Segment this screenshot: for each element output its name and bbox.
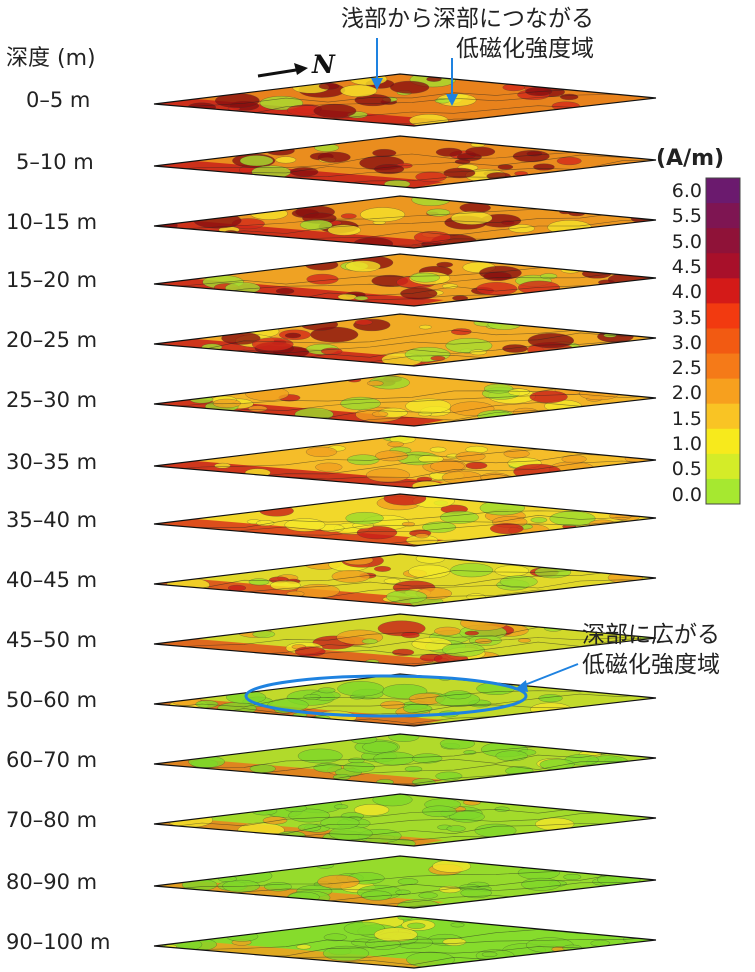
depth-label: 45–50 m: [6, 628, 98, 652]
colorbar-swatch: [706, 403, 740, 430]
depth-layer: [153, 253, 657, 307]
colorbar-swatch: [706, 353, 740, 380]
colorbar-tick-label: 6.0: [671, 180, 702, 202]
depth-label: 35–40 m: [6, 508, 98, 532]
colorbar-swatch: [706, 453, 740, 480]
colorbar-swatch: [706, 428, 740, 455]
layer-outline: [153, 493, 657, 547]
layer-outline: [153, 613, 657, 667]
annotation-top: 浅部から深部につながる 低磁化強度域: [318, 4, 594, 64]
layer-outline: [153, 135, 657, 189]
depth-layer: [153, 493, 657, 547]
depth-layer: [153, 733, 657, 787]
colorbar-swatch: [706, 278, 740, 304]
depth-layer: [153, 435, 657, 489]
depth-layers: [153, 73, 657, 969]
colorbar-frame: [705, 177, 741, 505]
annotation-mid-line2: 低磁化強度域: [582, 652, 720, 678]
layer-outline: [153, 673, 657, 727]
layer-outline: [153, 73, 657, 127]
depth-layer: [153, 613, 657, 667]
layer-outline: [153, 915, 657, 969]
north-arrow-head: [294, 63, 308, 75]
layer-outline: [153, 195, 657, 249]
colorbar-swatch: [706, 178, 740, 204]
depth-label: 25–30 m: [6, 388, 98, 412]
depth-label: 90–100 m: [6, 930, 111, 954]
annotation-arrow-3: [521, 663, 579, 687]
north-label: N: [312, 50, 335, 79]
depth-label: 80–90 m: [6, 870, 98, 894]
colorbar-tick-label: 4.5: [671, 255, 702, 278]
colorbar-unit: (A/m): [656, 146, 725, 171]
colorbar-tick-label: 0.5: [671, 458, 702, 481]
annotation-top-line2: 低磁化強度域: [456, 36, 594, 62]
depth-layer: [153, 73, 657, 127]
colorbar-swatch: [706, 203, 740, 229]
colorbar-swatch: [706, 303, 740, 329]
colorbar-tick-label: 0.0: [671, 483, 702, 506]
depth-layer: [153, 855, 657, 909]
layer-outline: [153, 313, 657, 367]
layer-outline: [153, 373, 657, 427]
annotation-mid: 深部に広がる 低磁化強度域: [582, 620, 720, 680]
layer-outline: [153, 855, 657, 909]
depth-label: 70–80 m: [6, 808, 98, 832]
depth-label: 60–70 m: [6, 748, 98, 772]
colorbar-tick-label: 5.5: [671, 205, 702, 228]
depth-label: 30–35 m: [6, 450, 98, 474]
layer-outline: [153, 435, 657, 489]
depth-axis-label: 深度 (m): [6, 46, 96, 71]
colorbar-swatch: [706, 328, 740, 355]
annotation-mid-line1: 深部に広がる: [582, 622, 720, 648]
depth-layer: [153, 673, 657, 727]
highlight-ellipse: [244, 674, 528, 718]
colorbar: [705, 177, 741, 505]
colorbar-tick-label: 2.0: [671, 382, 702, 405]
layer-outline: [153, 793, 657, 847]
depth-layer: [153, 195, 657, 249]
annotation-arrows: [244, 38, 579, 718]
colorbar-swatch: [706, 228, 740, 254]
depth-label: 50–60 m: [6, 688, 98, 712]
depth-layer: [153, 915, 657, 969]
depth-layer: [153, 313, 657, 367]
annotation-arrowhead-1: [371, 78, 383, 90]
colorbar-tick-label: 2.5: [671, 357, 702, 380]
colorbar-swatch: [706, 253, 740, 279]
annotation-top-line1: 浅部から深部につながる: [341, 6, 594, 32]
layer-outline: [153, 733, 657, 787]
colorbar-swatch: [706, 378, 740, 405]
depth-layer: [153, 553, 657, 607]
annotation-arrowhead-2: [446, 94, 458, 106]
depth-label: 10–15 m: [6, 210, 98, 234]
depth-label: 20–25 m: [6, 328, 98, 352]
colorbar-tick-label: 3.5: [671, 306, 702, 329]
depth-label: 0–5 m: [26, 88, 91, 112]
depth-layer: [153, 793, 657, 847]
depth-label: 40–45 m: [6, 568, 98, 592]
depth-label: 15–20 m: [6, 268, 98, 292]
colorbar-tick-label: 1.5: [671, 407, 702, 430]
colorbar-tick-label: 1.0: [671, 433, 702, 455]
north-arrow: [257, 68, 297, 78]
depth-label: 5–10 m: [16, 150, 94, 174]
colorbar-tick-label: 5.0: [671, 230, 702, 253]
colorbar-tick-label: 3.0: [671, 331, 702, 354]
colorbar-swatch: [706, 478, 740, 505]
colorbar-tick-label: 4.0: [671, 281, 702, 304]
layer-outline: [153, 253, 657, 307]
layer-outline: [153, 553, 657, 607]
depth-layer: [153, 135, 657, 189]
depth-layer: [153, 373, 657, 427]
